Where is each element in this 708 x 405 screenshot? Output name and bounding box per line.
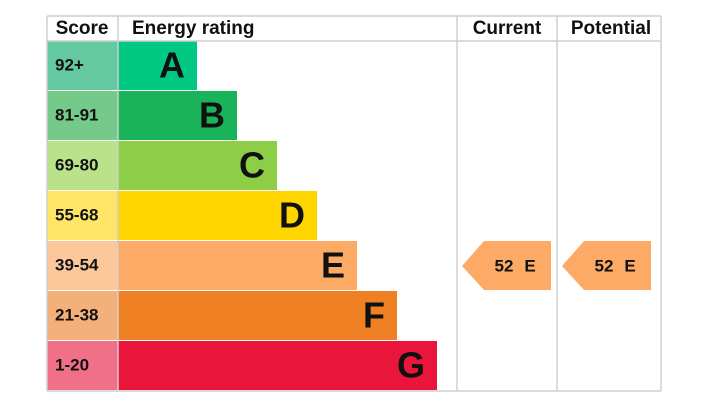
rating-letter: C [239,145,265,186]
rating-letter: E [321,245,345,286]
score-label: 1-20 [55,355,89,374]
score-cell [47,241,118,290]
score-cell [47,141,118,190]
potential-value: 52 [595,256,614,275]
header-current: Current [473,18,542,39]
rating-letter: D [279,195,305,236]
rating-bar [118,191,317,240]
rating-bar [118,341,437,390]
score-cell [47,191,118,240]
score-label: 69-80 [55,155,98,174]
current-arrow [462,241,551,290]
potential-arrow [562,241,651,290]
header-potential: Potential [571,18,651,39]
rating-bar [118,141,277,190]
score-cell [47,291,118,340]
score-cell [47,91,118,140]
score-label: 92+ [55,55,84,74]
rating-letter: F [363,295,385,336]
rating-bar [118,41,197,90]
rating-letter: G [397,345,425,386]
score-label: 21-38 [55,305,98,324]
rating-bar [118,291,397,340]
rating-bar [118,91,237,140]
score-label: 39-54 [55,255,99,274]
current-letter: E [524,256,535,275]
rating-letter: B [199,95,225,136]
header-score: Score [56,18,109,39]
score-label: 81-91 [55,105,98,124]
score-label: 55-68 [55,205,98,224]
header-rating: Energy rating [132,18,254,39]
potential-letter: E [624,256,635,275]
score-cell [47,341,118,390]
score-cell [47,41,118,90]
current-value: 52 [495,256,514,275]
rating-bar [118,241,357,290]
rating-letter: A [159,45,185,86]
